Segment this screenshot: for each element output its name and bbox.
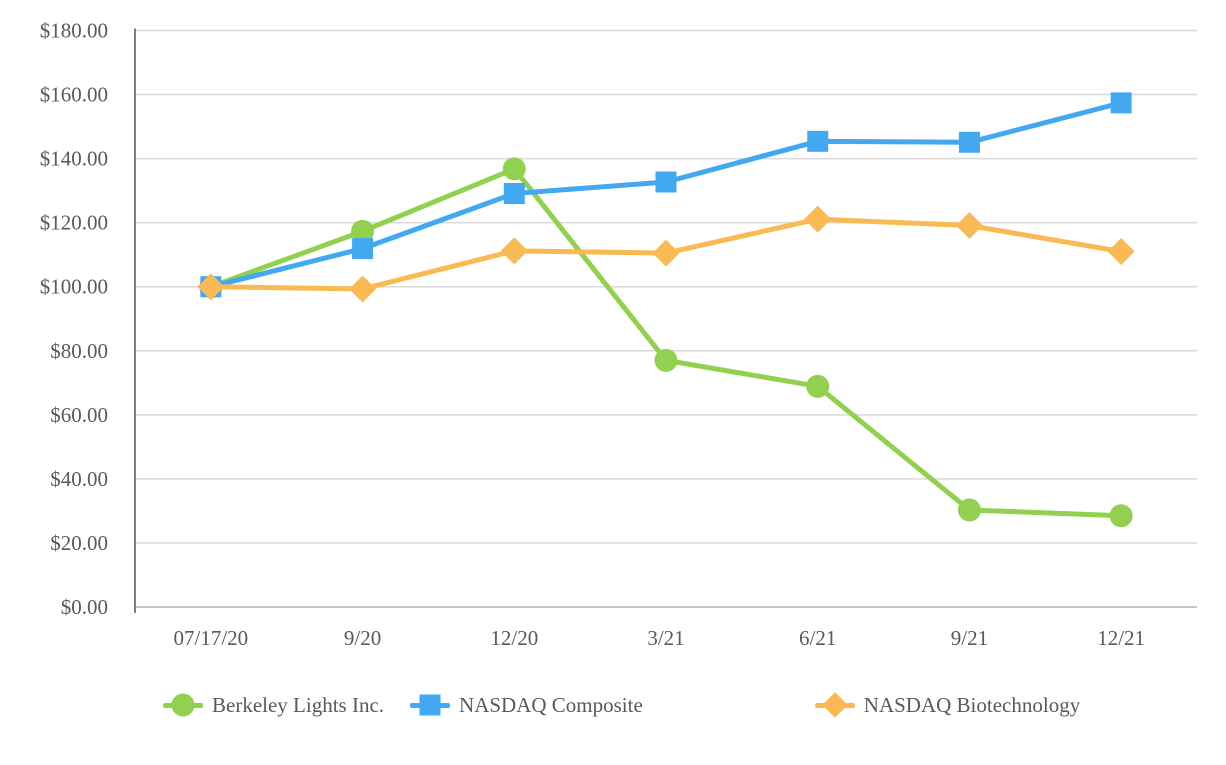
data-point-nasdaq-composite — [807, 130, 829, 152]
y-tick-label: $0.00 — [61, 595, 108, 619]
data-point-nasdaq-biotechnology — [500, 237, 528, 265]
data-point-berkeley-lights-inc — [1109, 504, 1133, 528]
data-point-nasdaq-composite — [352, 238, 374, 260]
circle-marker-icon — [163, 691, 203, 719]
x-tick-label: 07/17/20 — [174, 626, 249, 650]
data-point-nasdaq-composite — [958, 131, 980, 153]
data-point-berkeley-lights-inc — [351, 219, 375, 243]
legend-label: Berkeley Lights Inc. — [212, 692, 385, 717]
legend-square — [419, 694, 441, 716]
data-point-nasdaq-composite — [655, 171, 677, 193]
x-tick-label: 12/20 — [490, 626, 538, 650]
y-tick-label: $140.00 — [40, 147, 108, 171]
y-tick-label: $180.00 — [40, 19, 108, 43]
y-tick-label: $20.00 — [50, 531, 108, 555]
data-point-nasdaq-composite — [503, 183, 525, 205]
data-point-nasdaq-biotechnology — [1107, 237, 1135, 265]
data-point-nasdaq-composite — [1110, 92, 1132, 114]
legend-item-nasdaq-biotechnology: NASDAQ Biotechnology — [814, 691, 1081, 719]
x-tick-label: 3/21 — [647, 626, 684, 650]
chart-legend: Berkeley Lights Inc. NASDAQ Composite NASD… — [163, 688, 1080, 722]
legend-label: NASDAQ Composite — [459, 692, 643, 717]
data-point-nasdaq-biotechnology — [197, 273, 225, 301]
y-tick-label: $80.00 — [50, 339, 108, 363]
x-tick-label: 6/21 — [799, 626, 836, 650]
data-point-nasdaq-biotechnology — [349, 275, 377, 303]
data-point-berkeley-lights-inc — [502, 157, 526, 181]
square-marker-icon — [410, 691, 451, 719]
y-tick-label: $160.00 — [40, 83, 108, 107]
x-tick-label: 9/20 — [344, 626, 381, 650]
legend-item-nasdaq-composite: NASDAQ Composite — [410, 691, 643, 719]
data-point-nasdaq-biotechnology — [804, 205, 832, 233]
data-point-berkeley-lights-inc — [806, 374, 830, 398]
legend-diamond — [822, 692, 848, 718]
series-line-berkeley-lights-inc — [208, 166, 1124, 519]
data-point-berkeley-lights-inc — [654, 348, 678, 372]
x-tick-label: 9/21 — [951, 626, 988, 650]
legend-label: NASDAQ Biotechnology — [863, 692, 1081, 717]
y-tick-label: $100.00 — [40, 275, 108, 299]
diamond-marker-icon — [814, 691, 855, 719]
y-tick-label: $120.00 — [40, 211, 108, 235]
x-tick-label: 12/21 — [1097, 626, 1145, 650]
data-point-nasdaq-biotechnology — [955, 212, 983, 240]
legend-item-berkeley-lights-inc: Berkeley Lights Inc. — [163, 691, 384, 719]
data-point-berkeley-lights-inc — [957, 498, 981, 522]
y-tick-label: $40.00 — [50, 467, 108, 491]
y-tick-label: $60.00 — [50, 403, 108, 427]
data-point-nasdaq-biotechnology — [652, 239, 680, 267]
legend-circle — [171, 693, 195, 717]
